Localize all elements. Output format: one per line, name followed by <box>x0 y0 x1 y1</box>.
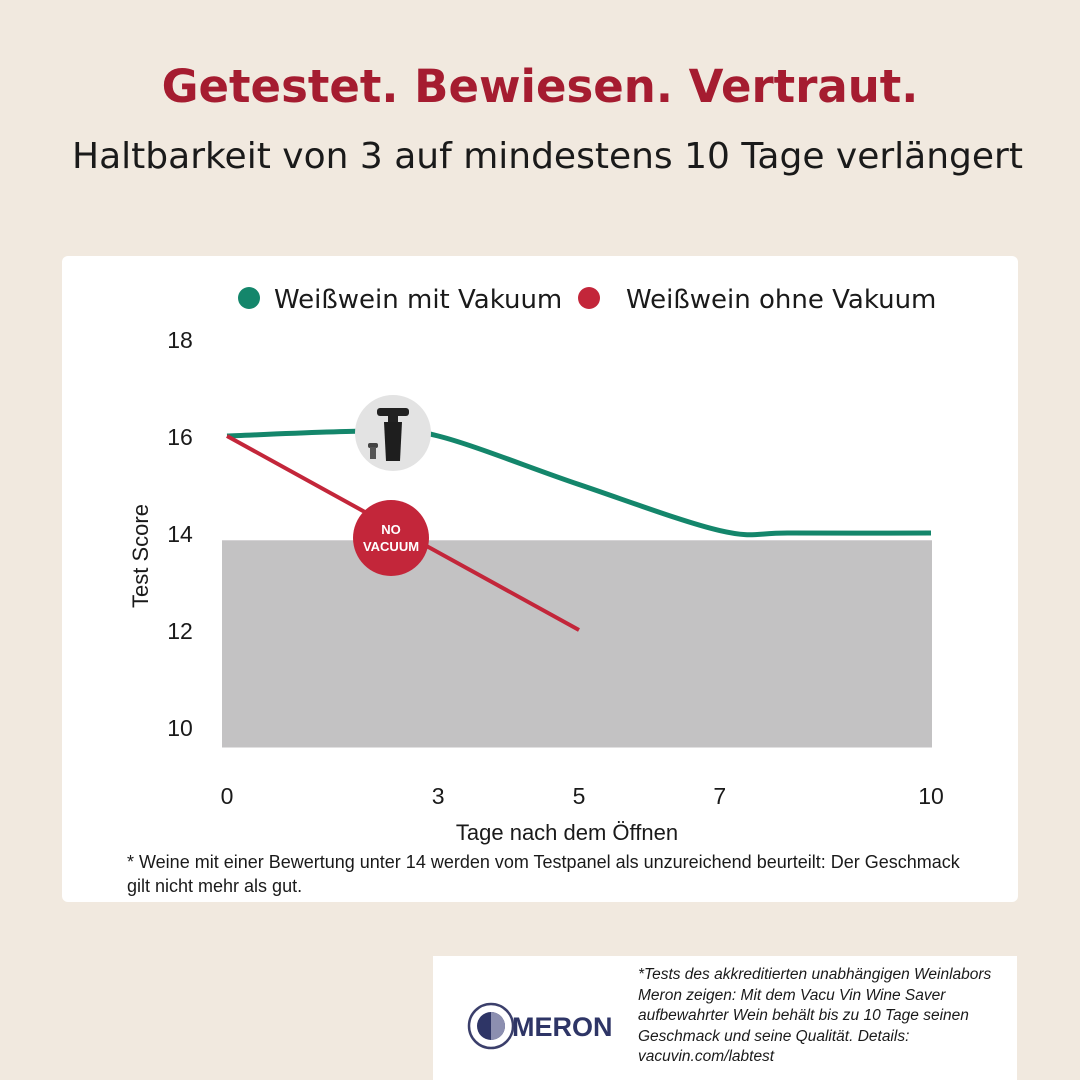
meron-info-box <box>433 956 1017 1080</box>
chart-footnote: * Weine mit einer Bewertung unter 14 wer… <box>127 852 960 896</box>
legend-label-with-vacuum: Weißwein mit Vakuum <box>274 285 562 315</box>
no-vacuum-badge-line1: NO <box>381 522 401 537</box>
no-vacuum-badge-line2: VACUUM <box>363 539 419 554</box>
y-tick-label: 18 <box>167 327 193 353</box>
y-tick-label: 14 <box>167 521 193 547</box>
y-tick-label: 16 <box>167 424 193 450</box>
insufficient-score-band <box>222 540 932 748</box>
meron-logo-text: MERON <box>512 1012 613 1042</box>
x-axis-ticks: 0 3 5 7 10 <box>221 783 944 809</box>
page-subtitle: Haltbarkeit von 3 auf mindestens 10 Tage… <box>72 136 1023 177</box>
legend-marker-without-vacuum <box>578 287 600 309</box>
y-axis-ticks: 18 16 14 12 10 <box>167 327 193 741</box>
x-tick-label: 3 <box>432 783 445 809</box>
legend-marker-with-vacuum <box>238 287 260 309</box>
x-axis-label: Tage nach dem Öffnen <box>456 820 678 845</box>
line-chart: Weißwein mit Vakuum Weißwein ohne Vakuum… <box>128 285 944 845</box>
series-line-with-vacuum <box>226 427 932 538</box>
legend: Weißwein mit Vakuum Weißwein ohne Vakuum <box>238 285 936 315</box>
meron-note: *Tests des akkreditierten unabhängigen W… <box>638 966 992 1065</box>
x-tick-label: 7 <box>713 783 726 809</box>
y-tick-label: 10 <box>167 715 193 741</box>
y-tick-label: 12 <box>167 618 193 644</box>
vacuum-pump-icon <box>355 395 431 471</box>
chart-card: Weißwein mit Vakuum Weißwein ohne Vakuum… <box>62 256 1018 902</box>
x-tick-label: 0 <box>221 783 234 809</box>
no-vacuum-badge: NO VACUUM <box>353 500 429 576</box>
legend-label-without-vacuum: Weißwein ohne Vakuum <box>626 285 936 315</box>
page-title: Getestet. Bewiesen. Vertraut. <box>161 60 919 113</box>
x-tick-label: 5 <box>573 783 586 809</box>
y-axis-label: Test Score <box>128 504 153 608</box>
x-tick-label: 10 <box>918 783 944 809</box>
meron-logo: MERON <box>466 1000 614 1052</box>
